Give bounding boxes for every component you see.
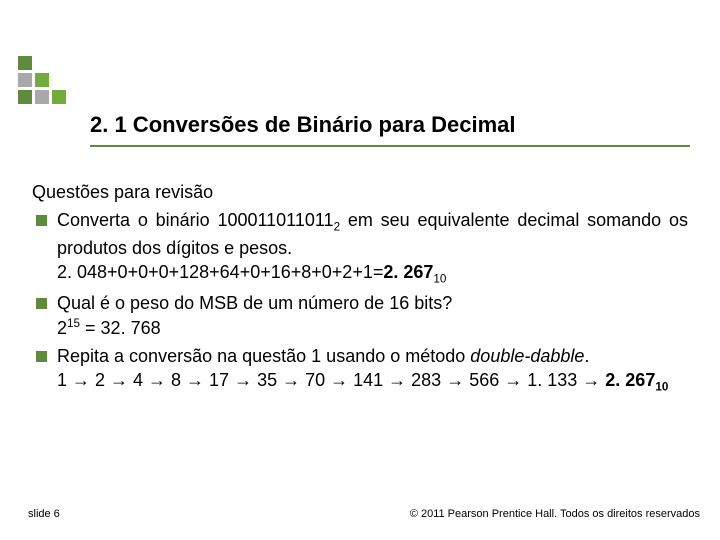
- text: 2. 048+0+0+0+128+64+0+16+8+0+2+1=: [57, 262, 383, 282]
- item-text: Converta o binário 1000110110112 em seu …: [57, 208, 688, 260]
- bullet-icon: [36, 351, 47, 362]
- subscript: 10: [655, 381, 668, 394]
- item-text: Qual é o peso do MSB de um número de 16 …: [57, 291, 688, 315]
- list-item: Repita a conversão na questão 1 usando o…: [32, 344, 688, 368]
- text: Repita a conversão na questão 1 usando o…: [57, 346, 470, 366]
- superscript: 15: [67, 317, 80, 330]
- text: Converta o binário 100011011011: [57, 210, 334, 230]
- logo-cell: [52, 56, 66, 70]
- logo: [18, 56, 66, 104]
- subscript: 10: [433, 273, 446, 286]
- logo-cell: [18, 56, 32, 70]
- text: .: [584, 346, 589, 366]
- italic-text: double-dabble: [470, 346, 584, 366]
- logo-cell: [52, 90, 66, 104]
- text: 2: [57, 318, 67, 338]
- title-underline: [90, 145, 690, 147]
- bold-text: 2. 267: [383, 262, 433, 282]
- item-line: 1 → 2 → 4 → 8 → 17 → 35 → 70 → 141 → 283…: [57, 368, 688, 395]
- bullet-icon: [36, 215, 47, 226]
- bullet-icon: [36, 298, 47, 309]
- item-line: 2. 048+0+0+0+128+64+0+16+8+0+2+1=2. 2671…: [57, 260, 688, 287]
- slide-number: slide 6: [28, 508, 60, 520]
- text: = 32. 768: [80, 318, 161, 338]
- copyright: © 2011 Pearson Prentice Hall. Todos os d…: [410, 508, 700, 520]
- list-item: Converta o binário 1000110110112 em seu …: [32, 208, 688, 260]
- logo-cell: [35, 73, 49, 87]
- list-item: Qual é o peso do MSB de um número de 16 …: [32, 291, 688, 315]
- content-area: Questões para revisão Converta o binário…: [32, 180, 688, 396]
- logo-cell: [18, 73, 32, 87]
- logo-cell: [35, 90, 49, 104]
- text: Qual é o peso do MSB de um número de 16 …: [57, 293, 452, 313]
- bold-text: 2. 267: [605, 370, 655, 390]
- logo-cell: [35, 56, 49, 70]
- slide-title: 2. 1 Conversões de Binário para Decimal: [90, 112, 516, 138]
- subtitle: Questões para revisão: [32, 180, 688, 204]
- item-text: Repita a conversão na questão 1 usando o…: [57, 344, 688, 368]
- item-line: 215 = 32. 768: [57, 316, 688, 340]
- logo-cell: [18, 90, 32, 104]
- text: 1 → 2 → 4 → 8 → 17 → 35 → 70 → 141 → 283…: [57, 370, 605, 390]
- logo-cell: [52, 73, 66, 87]
